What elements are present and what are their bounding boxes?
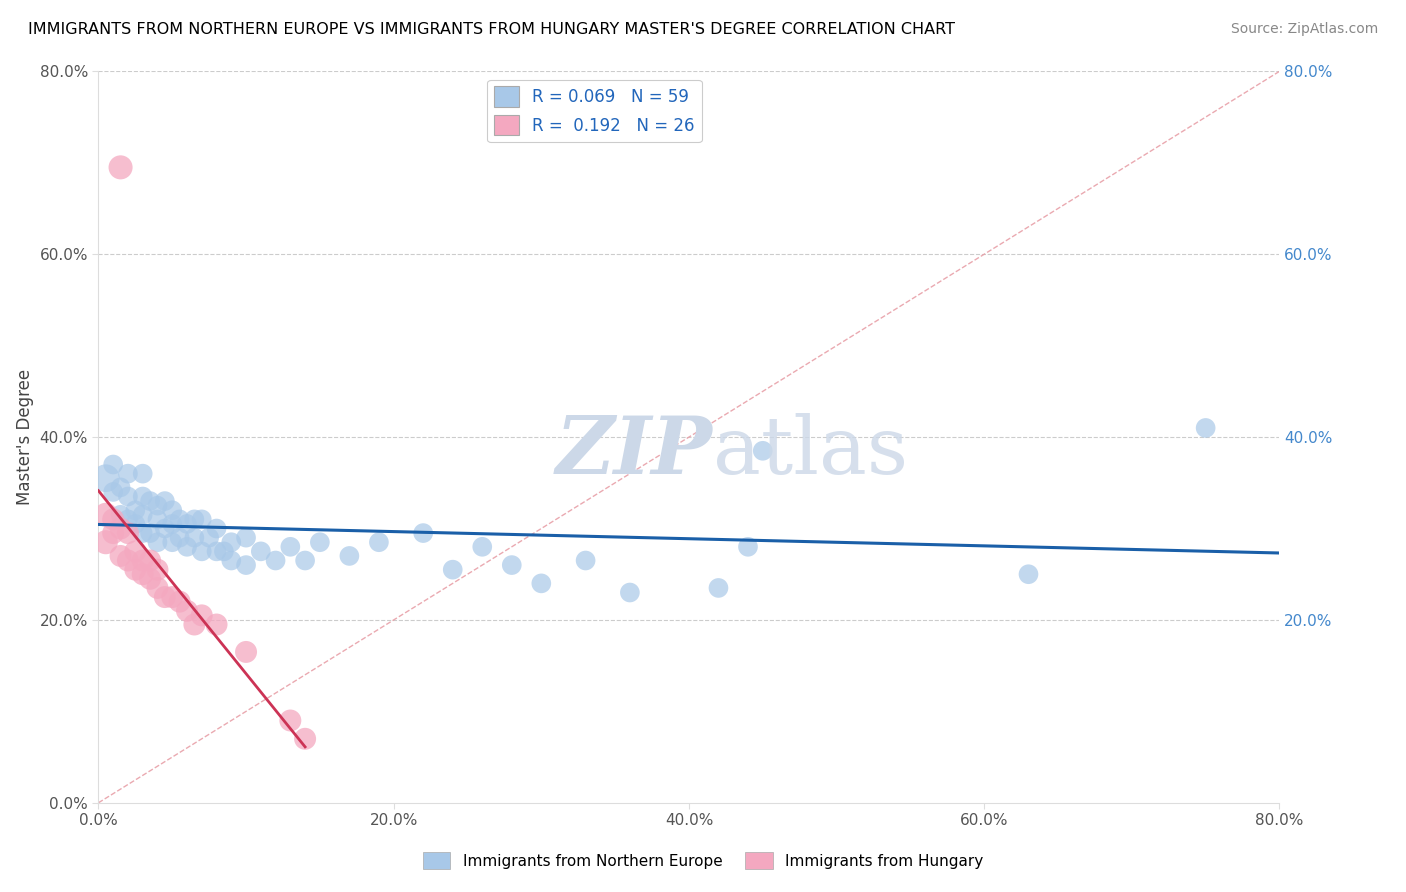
Point — [103, 458, 125, 472]
Point — [176, 540, 198, 554]
Point — [169, 531, 191, 545]
Point — [139, 553, 162, 567]
Point — [1017, 567, 1039, 582]
Point — [162, 590, 183, 604]
Point — [309, 535, 332, 549]
Point — [339, 549, 360, 563]
Point — [124, 544, 146, 558]
Point — [412, 526, 434, 541]
Point — [530, 576, 553, 591]
Point — [205, 521, 228, 535]
Point — [103, 485, 125, 500]
Point — [250, 544, 273, 558]
Point — [737, 540, 759, 554]
Point — [132, 553, 155, 567]
Point — [368, 535, 391, 549]
Point — [264, 553, 287, 567]
Point — [146, 512, 169, 526]
Point — [294, 731, 316, 746]
Point — [278, 540, 302, 554]
Point — [117, 526, 139, 541]
Legend: Immigrants from Northern Europe, Immigrants from Hungary: Immigrants from Northern Europe, Immigra… — [416, 846, 990, 875]
Point — [124, 563, 146, 577]
Point — [441, 563, 464, 577]
Point — [501, 558, 523, 573]
Point — [212, 544, 235, 558]
Point — [132, 467, 155, 481]
Point — [110, 480, 132, 494]
Point — [110, 508, 132, 522]
Point — [235, 531, 257, 545]
Point — [103, 526, 125, 541]
Point — [162, 535, 183, 549]
Legend: R = 0.069   N = 59, R =  0.192   N = 26: R = 0.069 N = 59, R = 0.192 N = 26 — [488, 79, 702, 142]
Text: ZIP: ZIP — [555, 413, 713, 491]
Point — [235, 645, 257, 659]
Point — [117, 512, 139, 526]
Point — [124, 516, 146, 531]
Point — [153, 521, 176, 535]
Point — [191, 608, 214, 623]
Point — [751, 443, 773, 458]
Point — [169, 594, 191, 608]
Point — [146, 535, 169, 549]
Point — [110, 161, 132, 175]
Point — [153, 494, 176, 508]
Point — [278, 714, 302, 728]
Point — [205, 544, 228, 558]
Point — [132, 567, 155, 582]
Point — [219, 535, 242, 549]
Point — [471, 540, 494, 554]
Point — [707, 581, 730, 595]
Y-axis label: Master's Degree: Master's Degree — [15, 369, 34, 505]
Point — [191, 544, 214, 558]
Point — [103, 512, 125, 526]
Point — [146, 581, 169, 595]
Point — [110, 549, 132, 563]
Point — [219, 553, 242, 567]
Point — [146, 499, 169, 513]
Point — [162, 516, 183, 531]
Point — [294, 553, 316, 567]
Point — [117, 467, 139, 481]
Point — [574, 553, 596, 567]
Point — [110, 521, 132, 535]
Point — [183, 531, 205, 545]
Point — [139, 572, 162, 586]
Point — [139, 494, 162, 508]
Point — [198, 531, 221, 545]
Text: Source: ZipAtlas.com: Source: ZipAtlas.com — [1230, 22, 1378, 37]
Point — [205, 617, 228, 632]
Point — [132, 490, 155, 504]
Point — [183, 512, 205, 526]
Text: IMMIGRANTS FROM NORTHERN EUROPE VS IMMIGRANTS FROM HUNGARY MASTER'S DEGREE CORRE: IMMIGRANTS FROM NORTHERN EUROPE VS IMMIG… — [28, 22, 955, 37]
Point — [176, 516, 198, 531]
Point — [117, 490, 139, 504]
Point — [94, 508, 117, 522]
Point — [235, 558, 257, 573]
Point — [132, 508, 155, 522]
Point — [619, 585, 641, 599]
Point — [169, 512, 191, 526]
Point — [124, 503, 146, 517]
Point — [191, 512, 214, 526]
Text: atlas: atlas — [713, 413, 908, 491]
Point — [176, 604, 198, 618]
Point — [153, 590, 176, 604]
Point — [146, 563, 169, 577]
Point — [117, 553, 139, 567]
Point — [183, 617, 205, 632]
Point — [1195, 421, 1218, 435]
Point — [132, 526, 155, 541]
Point — [162, 503, 183, 517]
Point — [139, 526, 162, 541]
Point — [94, 471, 117, 485]
Point — [94, 535, 117, 549]
